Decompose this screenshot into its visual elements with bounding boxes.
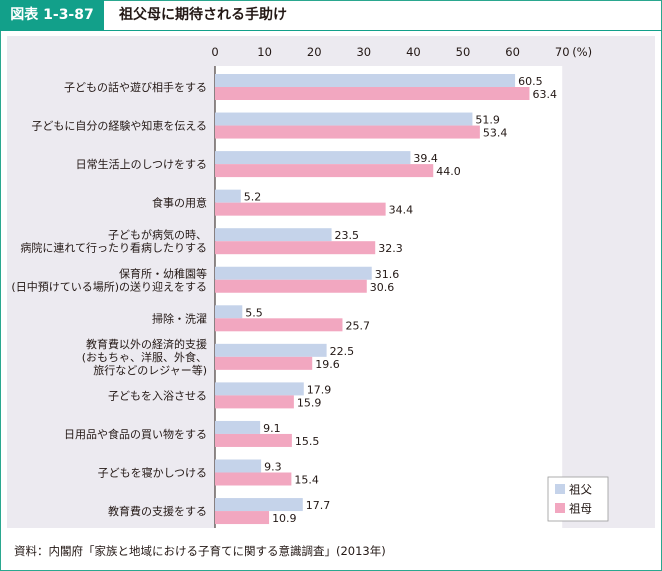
bar-grandmother [215,164,434,178]
category-label: 保育所・幼稚園等 [119,266,207,280]
bar-value-label: 17.7 [306,499,331,512]
header-divider [0,30,662,31]
plot-area [215,66,563,528]
bar-value-label: 60.5 [518,75,543,88]
bar-grandmother [215,395,294,409]
bar-grandmother [215,356,313,370]
bar-grandfather [215,74,516,87]
legend-label: 祖父 [569,483,592,497]
legend-swatch [555,503,565,513]
x-axis-unit: (%) [572,45,592,59]
source-note: 資料：内閣府「家族と地域における子育てに関する意識調査」(2013年) [14,544,386,558]
x-tick-label: 60 [505,45,520,59]
bar-value-label: 9.1 [263,422,281,435]
bar-value-label: 15.5 [295,435,320,448]
x-tick-label: 0 [211,45,218,59]
category-label: 食事の用意 [152,196,207,210]
x-tick-label: 20 [307,45,322,59]
bar-value-label: 17.9 [307,383,332,396]
x-tick-label: 40 [406,45,421,59]
bar-value-label: 5.2 [244,191,261,204]
bar-grandmother [215,125,480,139]
bar-grandfather [215,189,241,203]
bar-value-label: 10.9 [272,512,297,525]
bar-value-label: 19.6 [315,358,340,371]
bar-grandmother [215,87,530,100]
bar-grandmother [215,279,367,293]
bar-grandmother [215,472,292,486]
bar-value-label: 32.3 [378,242,403,255]
bar-grandfather [215,151,411,165]
bar-value-label: 44.0 [436,165,461,178]
x-tick-label: 50 [456,45,471,59]
bar-value-label: 31.6 [375,268,400,281]
bar-value-label: 63.4 [532,88,557,101]
category-label: 子どもを入浴させる [108,389,207,402]
figure-number-badge: 図表 1-3-87 [0,0,104,31]
category-label: 子どもが病気の時、 [108,228,207,242]
bar-grandfather [215,343,327,357]
category-label: 教育費以外の経済的支援 [86,337,207,351]
bar-value-label: 53.4 [483,127,508,140]
category-label: 子どもの話や遊び相手をする [64,80,207,94]
bar-grandmother [215,511,270,525]
figure-header: 図表 1-3-87 祖父母に期待される手助け [0,0,662,31]
category-label: 子どもに自分の経験や知恵を伝える [31,119,207,133]
category-label: 教育費の支援をする [108,504,207,518]
legend-label: 祖母 [569,502,592,516]
category-label: 掃除・洗濯 [152,311,207,325]
bar-grandfather [215,266,372,280]
bar-value-label: 5.5 [245,306,263,319]
x-tick-label: 10 [257,45,272,59]
bar-value-label: 25.7 [345,319,370,332]
bar-value-label: 9.3 [264,461,282,474]
bar-value-label: 39.4 [413,152,438,165]
bar-grandmother [215,318,343,332]
bar-grandmother [215,433,292,447]
bar-grandfather [215,382,304,396]
bar-grandfather [215,112,473,126]
x-tick-label: 30 [356,45,371,59]
bar-value-label: 23.5 [335,229,360,242]
category-label: 病院に連れて行ったり看病したりする [20,241,207,255]
category-label: 日常生活上のしつけをする [76,157,207,171]
category-label: 日用品や食品の買い物をする [64,427,207,441]
bar-value-label: 22.5 [330,345,355,358]
legend-swatch [555,484,565,494]
bar-value-label: 15.4 [294,474,319,487]
category-label: (おもちゃ、洋服、外食、 [82,350,207,364]
x-tick-label: 70 [555,45,570,59]
bar-grandfather [215,305,243,319]
bar-grandfather [215,228,332,242]
bar-grandmother [215,241,376,255]
category-label: (日中預けている場所)の送り迎えをする [11,279,207,293]
bar-grandfather [215,498,303,512]
bar-value-label: 15.9 [297,396,322,409]
bar-value-label: 30.6 [370,281,395,294]
figure-title: 祖父母に期待される手助け [119,7,287,23]
category-label: 子どもを寝かしつける [98,466,207,480]
bar-value-label: 34.4 [389,204,414,217]
bar-grandmother [215,202,386,216]
bar-grandfather [215,420,261,434]
bar-grandfather [215,459,262,473]
bar-value-label: 51.9 [475,114,500,127]
category-label: 旅行などのレジャー等) [93,363,207,377]
